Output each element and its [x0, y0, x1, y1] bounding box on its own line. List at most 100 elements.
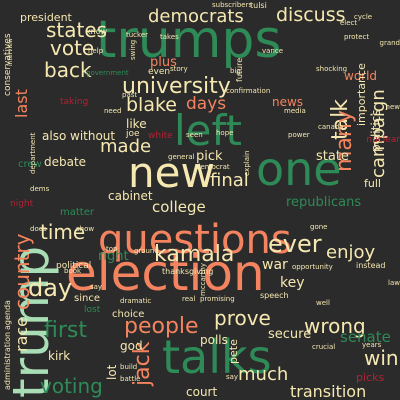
word-show: show [76, 225, 95, 233]
word-tucker: tucker [126, 31, 149, 39]
word-pete: pete [227, 339, 240, 364]
word-choice: choice [112, 309, 145, 320]
word-speech: speech [260, 291, 289, 300]
word-trumps: trumps [96, 10, 282, 70]
word-white: white [148, 131, 173, 141]
word-prove: prove [214, 306, 271, 330]
word-thanksgiving: thanksgiving [162, 267, 214, 276]
word-college: college [152, 198, 206, 216]
word-election: election [66, 244, 265, 302]
word-first: first [44, 318, 87, 343]
word-country: country [10, 233, 34, 310]
word-power: power [288, 131, 310, 139]
word-transition: transition [290, 382, 367, 400]
word-ever: ever [268, 230, 322, 258]
word-help: help [88, 47, 104, 55]
word-discuss: discuss [276, 4, 346, 26]
word-explain: explain [243, 150, 251, 176]
word-race: race [12, 316, 31, 352]
word-back: back [44, 58, 92, 82]
word-university: university [122, 74, 231, 99]
word-also: also [42, 129, 67, 143]
word-protect: protect [344, 33, 370, 41]
word-state: state [316, 149, 349, 164]
word-world: world [344, 69, 378, 83]
word-final: final [210, 170, 249, 191]
word-law: law [388, 279, 400, 287]
word-joe: joe [126, 129, 140, 139]
word-war: war [262, 257, 288, 273]
word-court: court [186, 385, 218, 399]
word-states: states [46, 18, 108, 42]
word-picks: picks [356, 371, 385, 384]
word-interview: interview [7, 38, 14, 66]
word-say: say [90, 283, 103, 291]
word-media: media [284, 107, 306, 115]
word-full: full [364, 177, 381, 190]
word-know: know [86, 27, 108, 36]
word-without: without [70, 129, 116, 143]
word-matter: matter [60, 207, 94, 218]
word-secure: secure [268, 327, 312, 342]
word-past: past [122, 91, 138, 99]
word-battle: battle [120, 375, 141, 383]
word-god: god [120, 339, 143, 353]
word-big: big [230, 67, 241, 75]
word-debate: debate [44, 155, 87, 169]
word-top: top [106, 245, 118, 253]
word-key: key [280, 275, 305, 291]
word-time: time [40, 220, 86, 244]
word-grand: grand [379, 39, 400, 47]
word-since: since [74, 293, 100, 304]
word-hope: hope [216, 129, 234, 137]
word-president: president [20, 11, 72, 24]
word-shocking: shocking [316, 65, 348, 73]
word-dems: dems [30, 185, 50, 193]
word-need: need [104, 107, 122, 115]
word-new-2: new [385, 103, 400, 111]
word-department: department [29, 132, 37, 174]
word-seen: seen [186, 131, 203, 139]
word-cycle: cycle [354, 13, 373, 21]
word-right: right [98, 249, 129, 264]
word-like: like [126, 117, 147, 131]
word-talks: talks [162, 330, 272, 384]
word-new: new [128, 148, 215, 197]
word-real: real [182, 295, 196, 303]
word-democrats: democrats [148, 6, 244, 27]
word-polls: polls [200, 333, 228, 347]
word-voting: voting [40, 374, 103, 398]
word-tulsi: tulsi [250, 1, 267, 10]
word-political: political [56, 261, 92, 271]
word-crucial: crucial [312, 343, 336, 351]
word-last: last [12, 89, 31, 118]
word-administration: administration [3, 331, 12, 390]
word-news: news [272, 95, 304, 109]
word-promising: promising [200, 295, 235, 303]
word-instead: instead [356, 261, 386, 270]
word-enjoy: enjoy [326, 242, 376, 263]
word-cabinet: cabinet [108, 189, 153, 203]
word-book: book [64, 267, 82, 275]
word-vote: vote [50, 36, 95, 60]
word-ground: ground [134, 247, 159, 255]
word-importance: importance [355, 63, 368, 126]
word-made: made [100, 136, 152, 157]
word-gone: gone [310, 223, 328, 231]
word-pick: pick [196, 149, 223, 164]
word-canada: canada [318, 123, 344, 131]
word-takes: takes [160, 33, 179, 41]
word-night: night [10, 199, 34, 209]
word-politics: politics [369, 109, 383, 152]
word-kirk: kirk [48, 349, 71, 363]
word-democrat: democrat [196, 163, 230, 171]
word-lost: lost [84, 305, 101, 315]
word-kamala: kamala [154, 242, 235, 267]
word-crew: crew [18, 159, 42, 170]
word-wrong: wrong [304, 314, 366, 338]
word-day: day [28, 274, 73, 302]
word-years: years [362, 341, 382, 349]
word-mccarthy: mccarthy [199, 262, 207, 296]
word-does: does [30, 225, 47, 233]
word-agenda: agenda [3, 300, 12, 330]
